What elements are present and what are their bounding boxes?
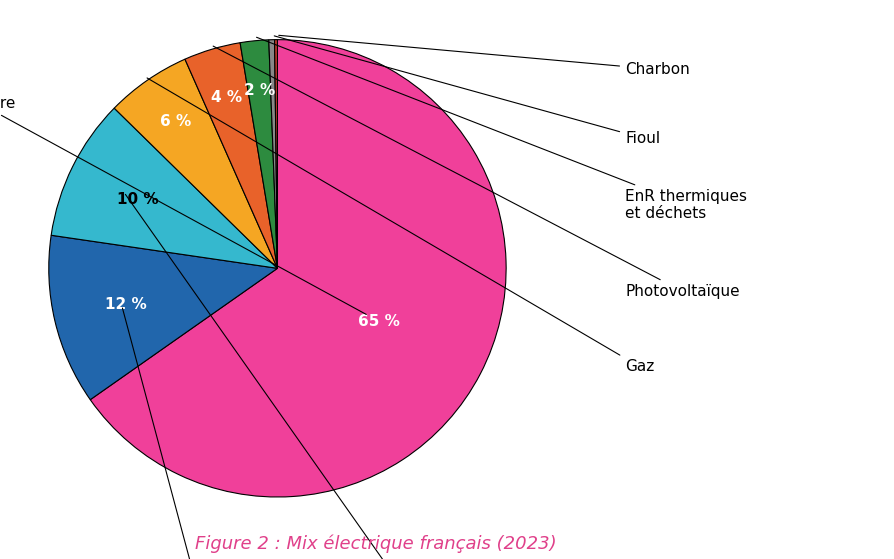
Text: Photovoltaïque: Photovoltaïque xyxy=(213,46,738,299)
Text: Gaz: Gaz xyxy=(147,78,654,374)
Text: Hydraulique: Hydraulique xyxy=(122,308,244,559)
Wedge shape xyxy=(114,59,277,268)
Wedge shape xyxy=(51,108,277,268)
Text: 2 %: 2 % xyxy=(243,83,274,98)
Text: EnR thermiques
et déchets: EnR thermiques et déchets xyxy=(257,37,746,221)
Text: Charbon: Charbon xyxy=(278,35,689,77)
Text: 65 %: 65 % xyxy=(358,314,400,329)
Wedge shape xyxy=(48,235,277,400)
Wedge shape xyxy=(274,40,277,268)
Wedge shape xyxy=(240,40,277,268)
Wedge shape xyxy=(268,40,277,268)
Text: 12 %: 12 % xyxy=(105,297,147,312)
Wedge shape xyxy=(90,40,506,497)
Text: 10 %: 10 % xyxy=(117,192,159,207)
Text: 6 %: 6 % xyxy=(160,114,191,129)
Wedge shape xyxy=(185,42,277,268)
Text: Nucléaire: Nucléaire xyxy=(0,96,366,315)
Text: Figure 2 : Mix électrique français (2023): Figure 2 : Mix électrique français (2023… xyxy=(195,535,556,553)
Text: Éolien: Éolien xyxy=(125,195,426,559)
Text: 4 %: 4 % xyxy=(211,90,241,105)
Text: Fioul: Fioul xyxy=(274,36,660,145)
